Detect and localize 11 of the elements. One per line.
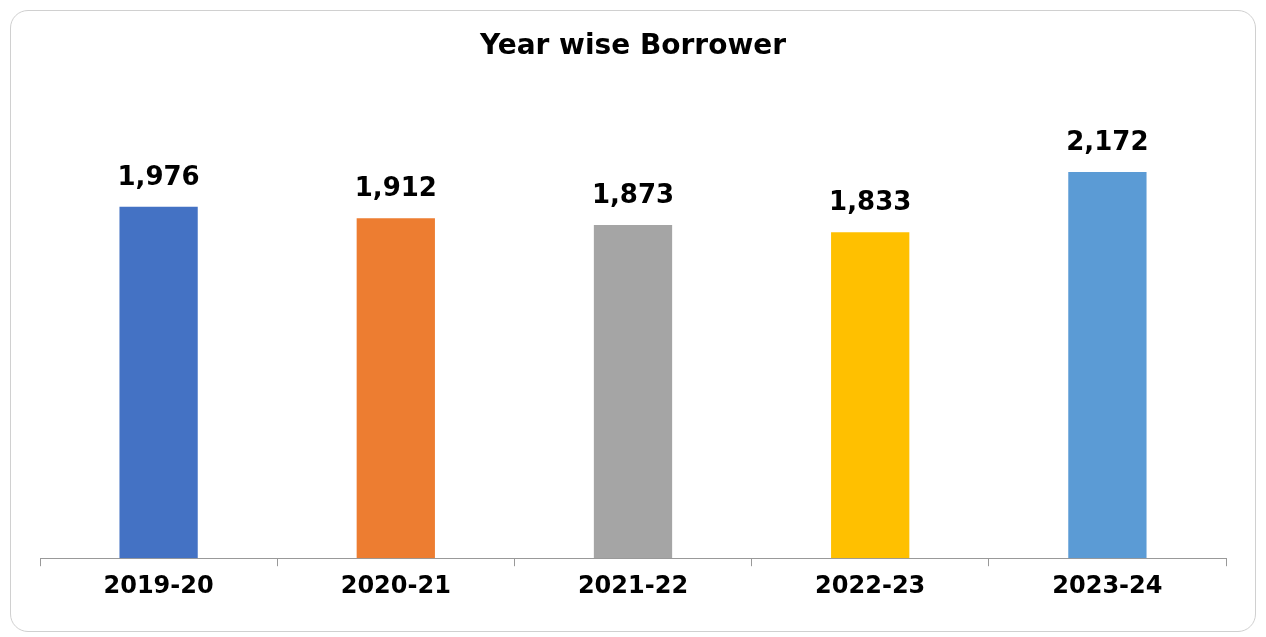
x-tick-label: 2019-20 bbox=[103, 570, 214, 599]
data-label: 2,172 bbox=[1066, 125, 1149, 156]
data-label: 1,976 bbox=[117, 160, 200, 191]
data-label: 1,873 bbox=[591, 178, 675, 209]
data-label: 1,833 bbox=[829, 185, 912, 216]
x-tick-label: 2021-22 bbox=[577, 570, 689, 599]
x-tick-label: 2020-21 bbox=[340, 570, 451, 599]
x-tick-label: 2023-24 bbox=[1052, 570, 1163, 599]
chart-title: Year wise Borrower bbox=[478, 28, 787, 62]
x-tick-label: 2022-23 bbox=[815, 570, 926, 599]
data-label: 1,912 bbox=[354, 171, 437, 202]
